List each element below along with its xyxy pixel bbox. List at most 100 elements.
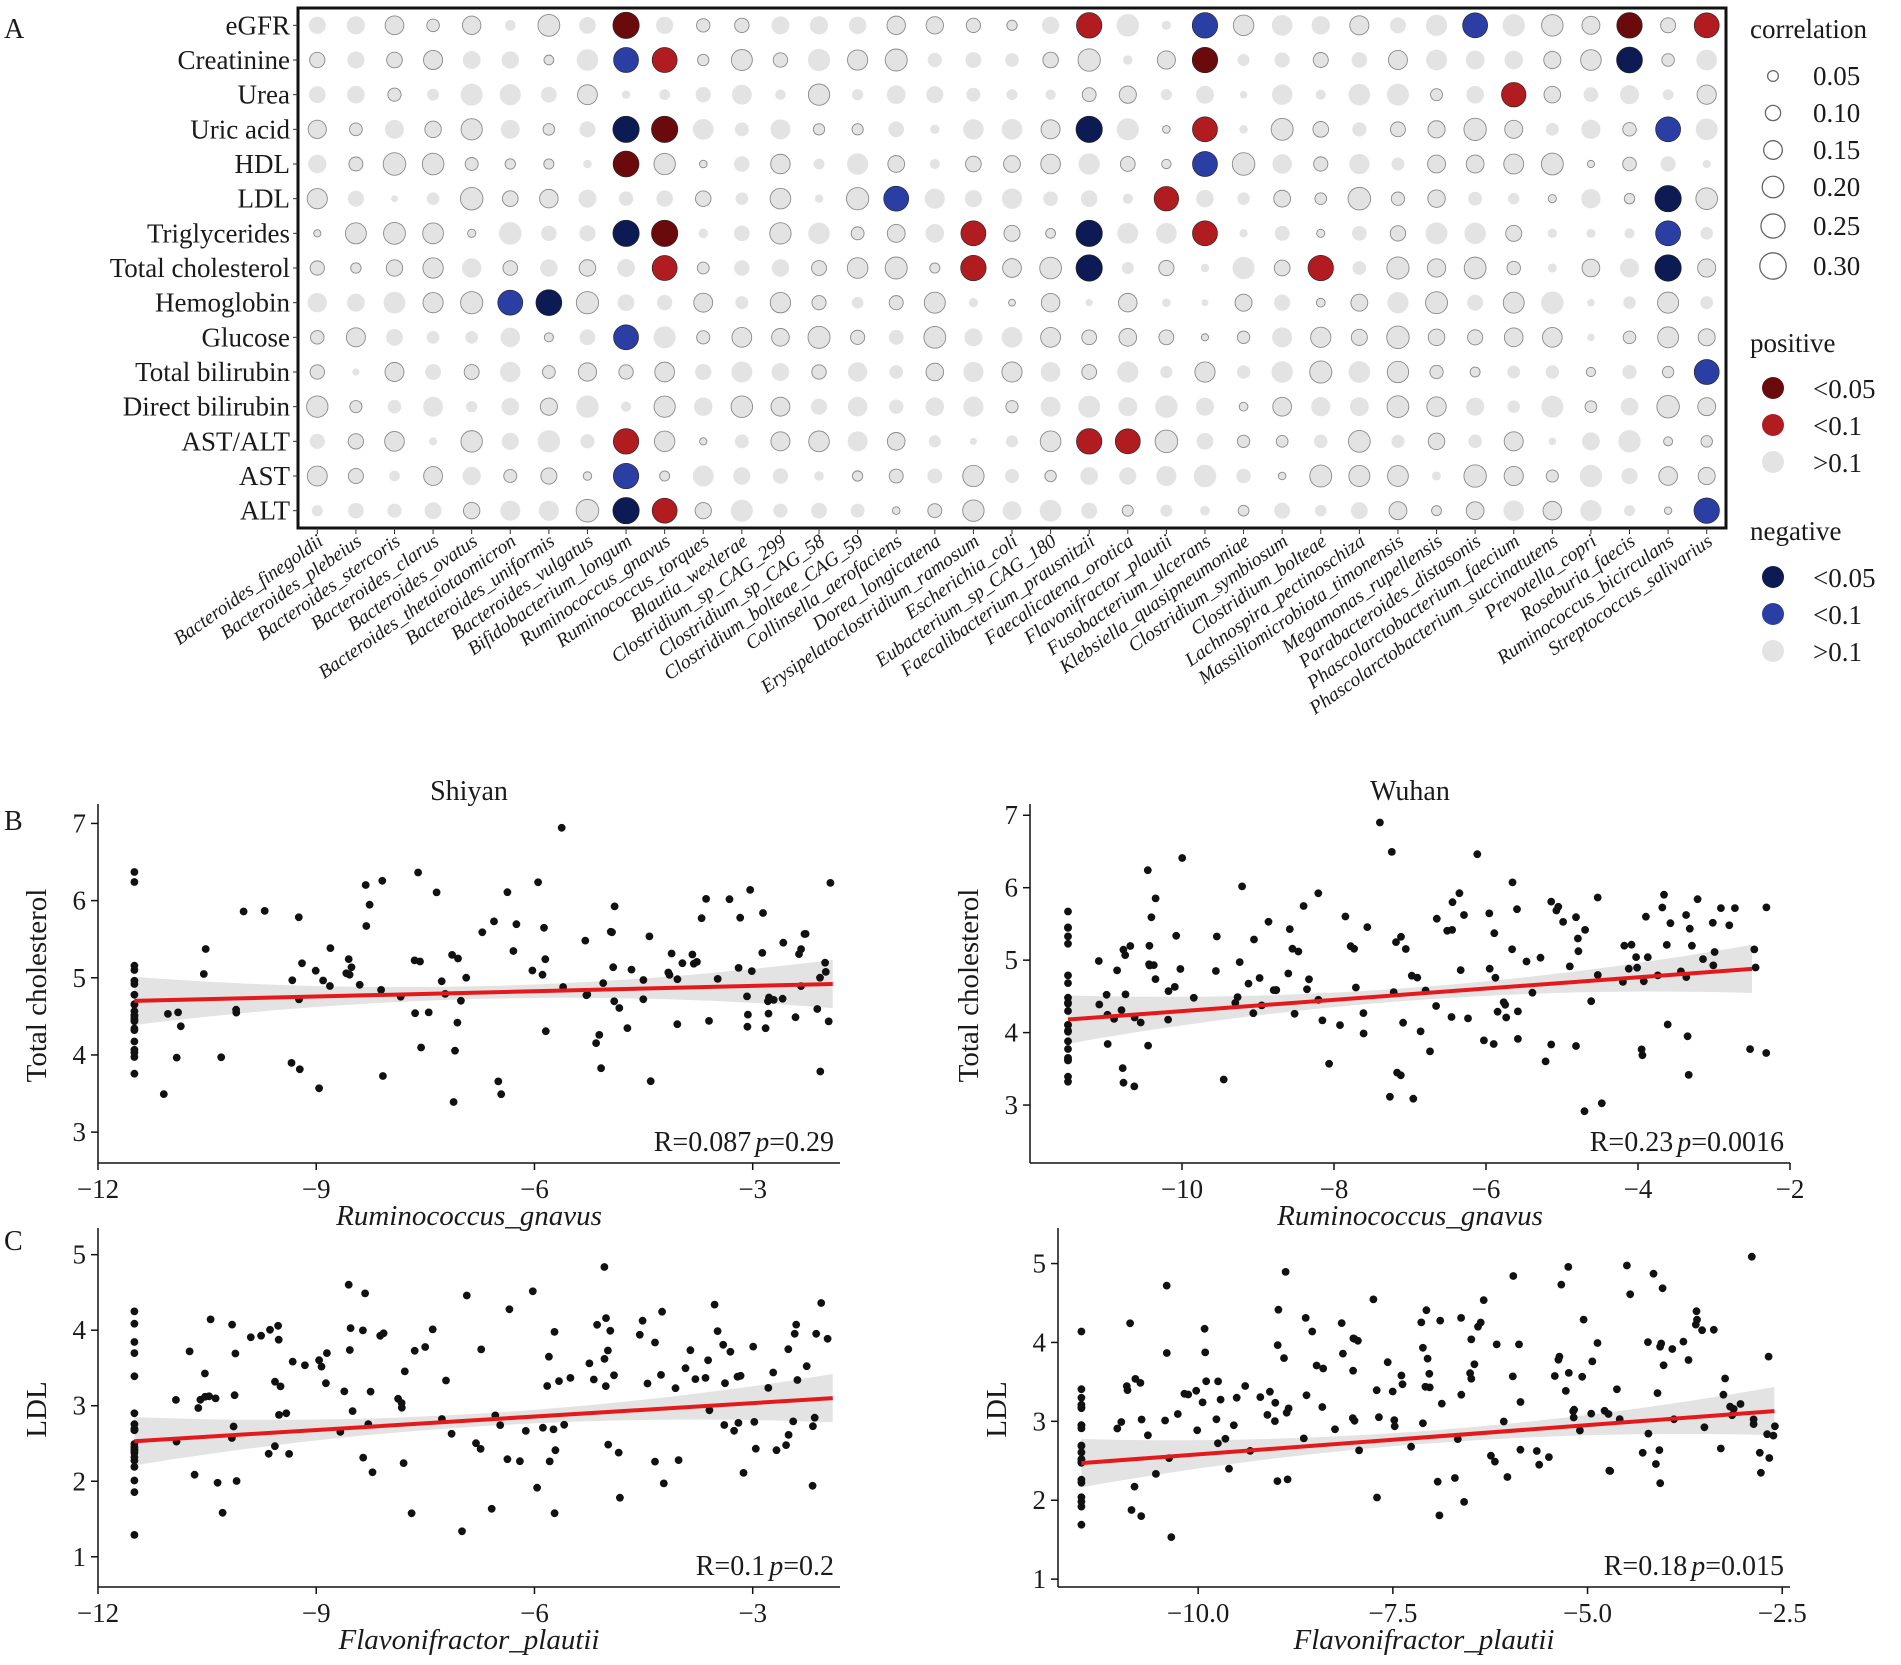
data-point [344,1280,353,1289]
bubble [1121,504,1134,517]
data-point [1280,1354,1288,1362]
bubble-significant [1501,82,1527,108]
bubble [1468,191,1483,206]
data-point [541,955,550,964]
data-point [1485,909,1494,918]
data-point [1273,1341,1282,1349]
bubble [1312,121,1330,138]
data-point [355,980,364,989]
bubble [769,222,792,245]
data-point [610,1371,618,1380]
data-point [1564,1369,1573,1377]
y-tick-label: 5 [73,963,87,993]
data-point [734,1419,743,1427]
bubble [1465,154,1485,174]
data-point [1516,1398,1525,1406]
data-point [1346,942,1355,951]
bubble [1581,258,1601,278]
data-point [802,1362,811,1371]
bubble [925,16,944,35]
data-point [199,970,208,978]
data-point [1121,951,1130,959]
legend-positive-swatch [1762,377,1784,399]
data-point [359,1326,367,1335]
bubble [846,153,869,175]
data-point [595,1031,604,1039]
bubble [1081,502,1098,519]
bubble-significant [651,497,678,524]
bubble [693,292,714,313]
data-point [1145,941,1154,950]
data-point [453,1018,462,1027]
bubble [963,119,984,140]
bubble [1624,228,1635,239]
data-point [1312,1361,1321,1370]
bubble [347,433,365,450]
bubble [925,397,945,416]
data-point [288,976,297,985]
bubble [1045,227,1056,239]
bubble [501,190,519,207]
row-label: AST [239,461,291,491]
bubble [421,152,445,176]
bubble [538,500,559,521]
bubble [460,118,483,141]
data-point [295,1065,304,1074]
data-point [232,1477,241,1485]
bubble [886,223,906,243]
legend-size-circle [1761,175,1785,199]
data-point [1151,975,1160,983]
data-point [1282,1408,1291,1417]
bubble [387,87,402,102]
data-point [1269,986,1278,994]
bubble [1387,50,1408,70]
data-point [185,1347,194,1356]
bubble [1621,467,1638,485]
bubble [1543,85,1562,104]
data-point [505,1305,514,1314]
bubble [307,119,327,139]
bubble [693,397,713,416]
bubble [1194,361,1216,383]
y-tick-label: 4 [73,1315,87,1345]
bubble [653,326,676,349]
bubble [847,49,869,71]
data-point [1299,902,1308,910]
correlation-annotation: R=0.1 p=0.2 [696,1551,834,1582]
bubble [1236,468,1251,484]
bubble [1620,397,1639,416]
bubble [1309,360,1333,384]
data-point [1103,1040,1112,1048]
data-point [651,1338,659,1347]
bubble [1236,434,1251,448]
data-point [458,1527,466,1536]
bubble [1080,467,1099,485]
bubble-significant [612,115,640,143]
data-point [1302,1391,1311,1400]
data-point [1627,940,1636,949]
bubble [1006,19,1018,31]
data-point [1397,932,1405,941]
bubble [1314,504,1327,517]
data-point [361,881,370,889]
bubble [965,52,982,68]
legend-positive-label: >0.1 [1813,448,1862,478]
data-point [601,1382,610,1390]
data-point [1508,945,1516,954]
data-point [1569,1413,1578,1422]
data-point [790,1329,799,1338]
bubble [1463,464,1487,488]
bubble [1425,222,1448,245]
row-label: eGFR [225,10,290,40]
data-point [1649,1269,1658,1278]
bubble [813,158,825,170]
bubble [499,84,521,106]
data-point [1264,917,1273,926]
data-point [1750,945,1759,954]
data-point [1136,1379,1145,1387]
bubble [1507,365,1521,379]
bubble [618,364,634,380]
bubble [1541,291,1564,314]
data-point [1319,1364,1328,1373]
